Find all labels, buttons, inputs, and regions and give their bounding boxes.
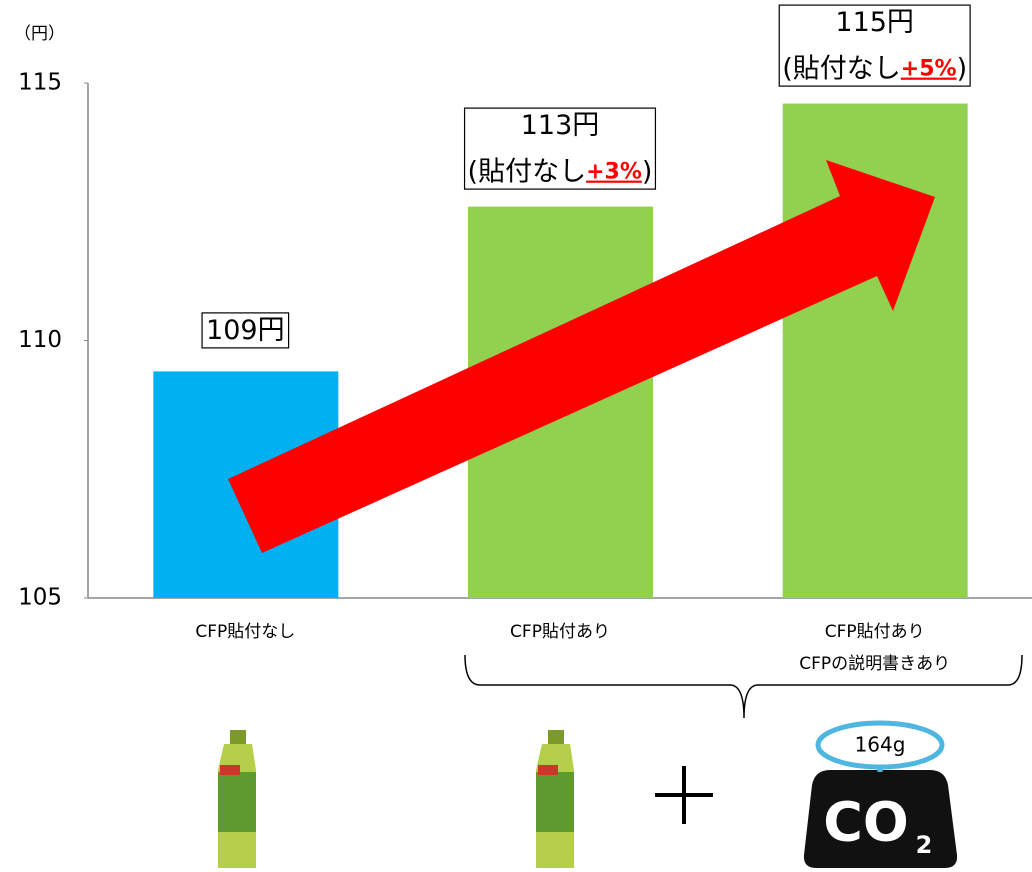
y-tick-label: 110: [18, 327, 62, 353]
label-box: [201, 312, 290, 349]
annotation: (貼付なし+3%): [468, 156, 653, 187]
value-label: 115円: [835, 7, 914, 38]
icon-co2-sub: 2: [916, 831, 933, 859]
value-label: 109円: [206, 315, 285, 346]
annotation-part: ): [642, 156, 653, 187]
co2-icon: 164g CO 2: [803, 720, 958, 868]
value-label-group: 109円: [201, 312, 290, 349]
value-label-group: 113円 (貼付なし+3%): [463, 107, 657, 190]
bottle-1: [218, 730, 256, 868]
annotation-part: ): [957, 53, 968, 84]
bottle-2: [536, 730, 574, 868]
annotation-part: (貼付なし: [782, 53, 901, 84]
value-label: 113円: [521, 110, 600, 141]
x-tick-label: CFP貼付なし: [195, 622, 295, 642]
trend-arrow: [228, 160, 935, 553]
annotation-part: +3%: [586, 160, 642, 185]
value-label-group: 115円 (貼付なし+5%): [778, 4, 971, 87]
x-tick-label: CFP貼付あり CFPの説明書きあり: [799, 622, 950, 674]
icon-co2: CO: [823, 791, 909, 854]
plus-sign: [655, 766, 713, 824]
annotation: (貼付なし+5%): [782, 53, 967, 84]
y-tick-label: 105: [18, 585, 62, 611]
y-unit: （円）: [14, 24, 65, 44]
brace: [464, 654, 1023, 719]
label-box: [463, 107, 657, 190]
x-tick-label: CFP貼付あり: [510, 622, 610, 642]
annotation-part: +5%: [901, 57, 957, 82]
icon-weight: 164g: [855, 733, 906, 757]
annotation-part: (貼付なし: [468, 156, 587, 187]
y-tick-label: 115: [18, 70, 62, 96]
label-box: [778, 4, 971, 87]
